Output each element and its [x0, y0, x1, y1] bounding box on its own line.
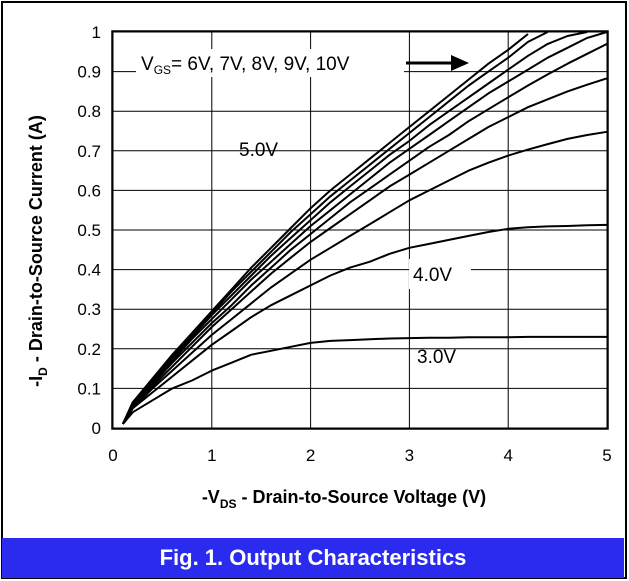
series-line-5	[122, 43, 608, 425]
label-4v-bg	[409, 259, 471, 289]
plot-border	[111, 30, 609, 430]
x-tick-label: 1	[207, 446, 216, 465]
y-tick-label: 0.5	[77, 221, 101, 240]
series-line-6	[122, 31, 608, 425]
series-line-7	[122, 31, 588, 425]
x-tick-label: 4	[503, 446, 512, 465]
y-tick-label: 1	[92, 23, 101, 42]
series-line-4	[122, 77, 608, 425]
y-tick-label: 0	[92, 419, 101, 438]
vgs-annotation: VGS= 6V, 7V, 8V, 9V, 10V	[141, 54, 350, 77]
series-line-2	[122, 223, 608, 425]
output-characteristics-chart: 0 0.1 0.2 0.3 0.4 0.5 0.6 0.7 0.8 0.9 1 0 1 2 3 4 5 -ID …	[26, 23, 612, 511]
y-tick-label: 0.4	[77, 261, 101, 280]
series-lines	[121, 31, 608, 425]
x-tick-label: 3	[405, 446, 414, 465]
series-line-9	[121, 33, 529, 425]
y-tick-label: 0.8	[77, 102, 101, 121]
y-tick-label: 0.6	[77, 181, 101, 200]
series-line-3	[122, 130, 608, 425]
y-axis-label: -ID - Drain-to-Source Current (A)	[26, 115, 50, 387]
x-tick-label: 5	[602, 446, 611, 465]
series-line-1	[122, 335, 607, 425]
label-3v: 3.0V	[417, 347, 456, 368]
label-5v: 5.0V	[239, 140, 278, 161]
y-tick-label: 0.1	[77, 379, 101, 398]
vgs-annotation-bg	[136, 49, 404, 77]
y-tick-label: 0.3	[77, 300, 101, 319]
label-4v: 4.0V	[413, 265, 452, 286]
series-line-8	[121, 31, 549, 425]
y-tick-label: 0.2	[77, 340, 101, 359]
vgs-arrow-head	[451, 55, 469, 71]
y-tick-label: 0.9	[77, 63, 101, 82]
x-tick-label: 2	[306, 446, 315, 465]
x-axis-label: -VDS - Drain-to-Source Voltage (V)	[202, 487, 486, 511]
x-tick-label: 0	[108, 446, 117, 465]
y-tick-label: 0.7	[77, 142, 101, 161]
tick-labels: 0 0.1 0.2 0.3 0.4 0.5 0.6 0.7 0.8 0.9 1 0 1 2 3 4 5	[77, 23, 611, 465]
figure-caption: Fig. 1. Output Characteristics	[2, 538, 624, 578]
